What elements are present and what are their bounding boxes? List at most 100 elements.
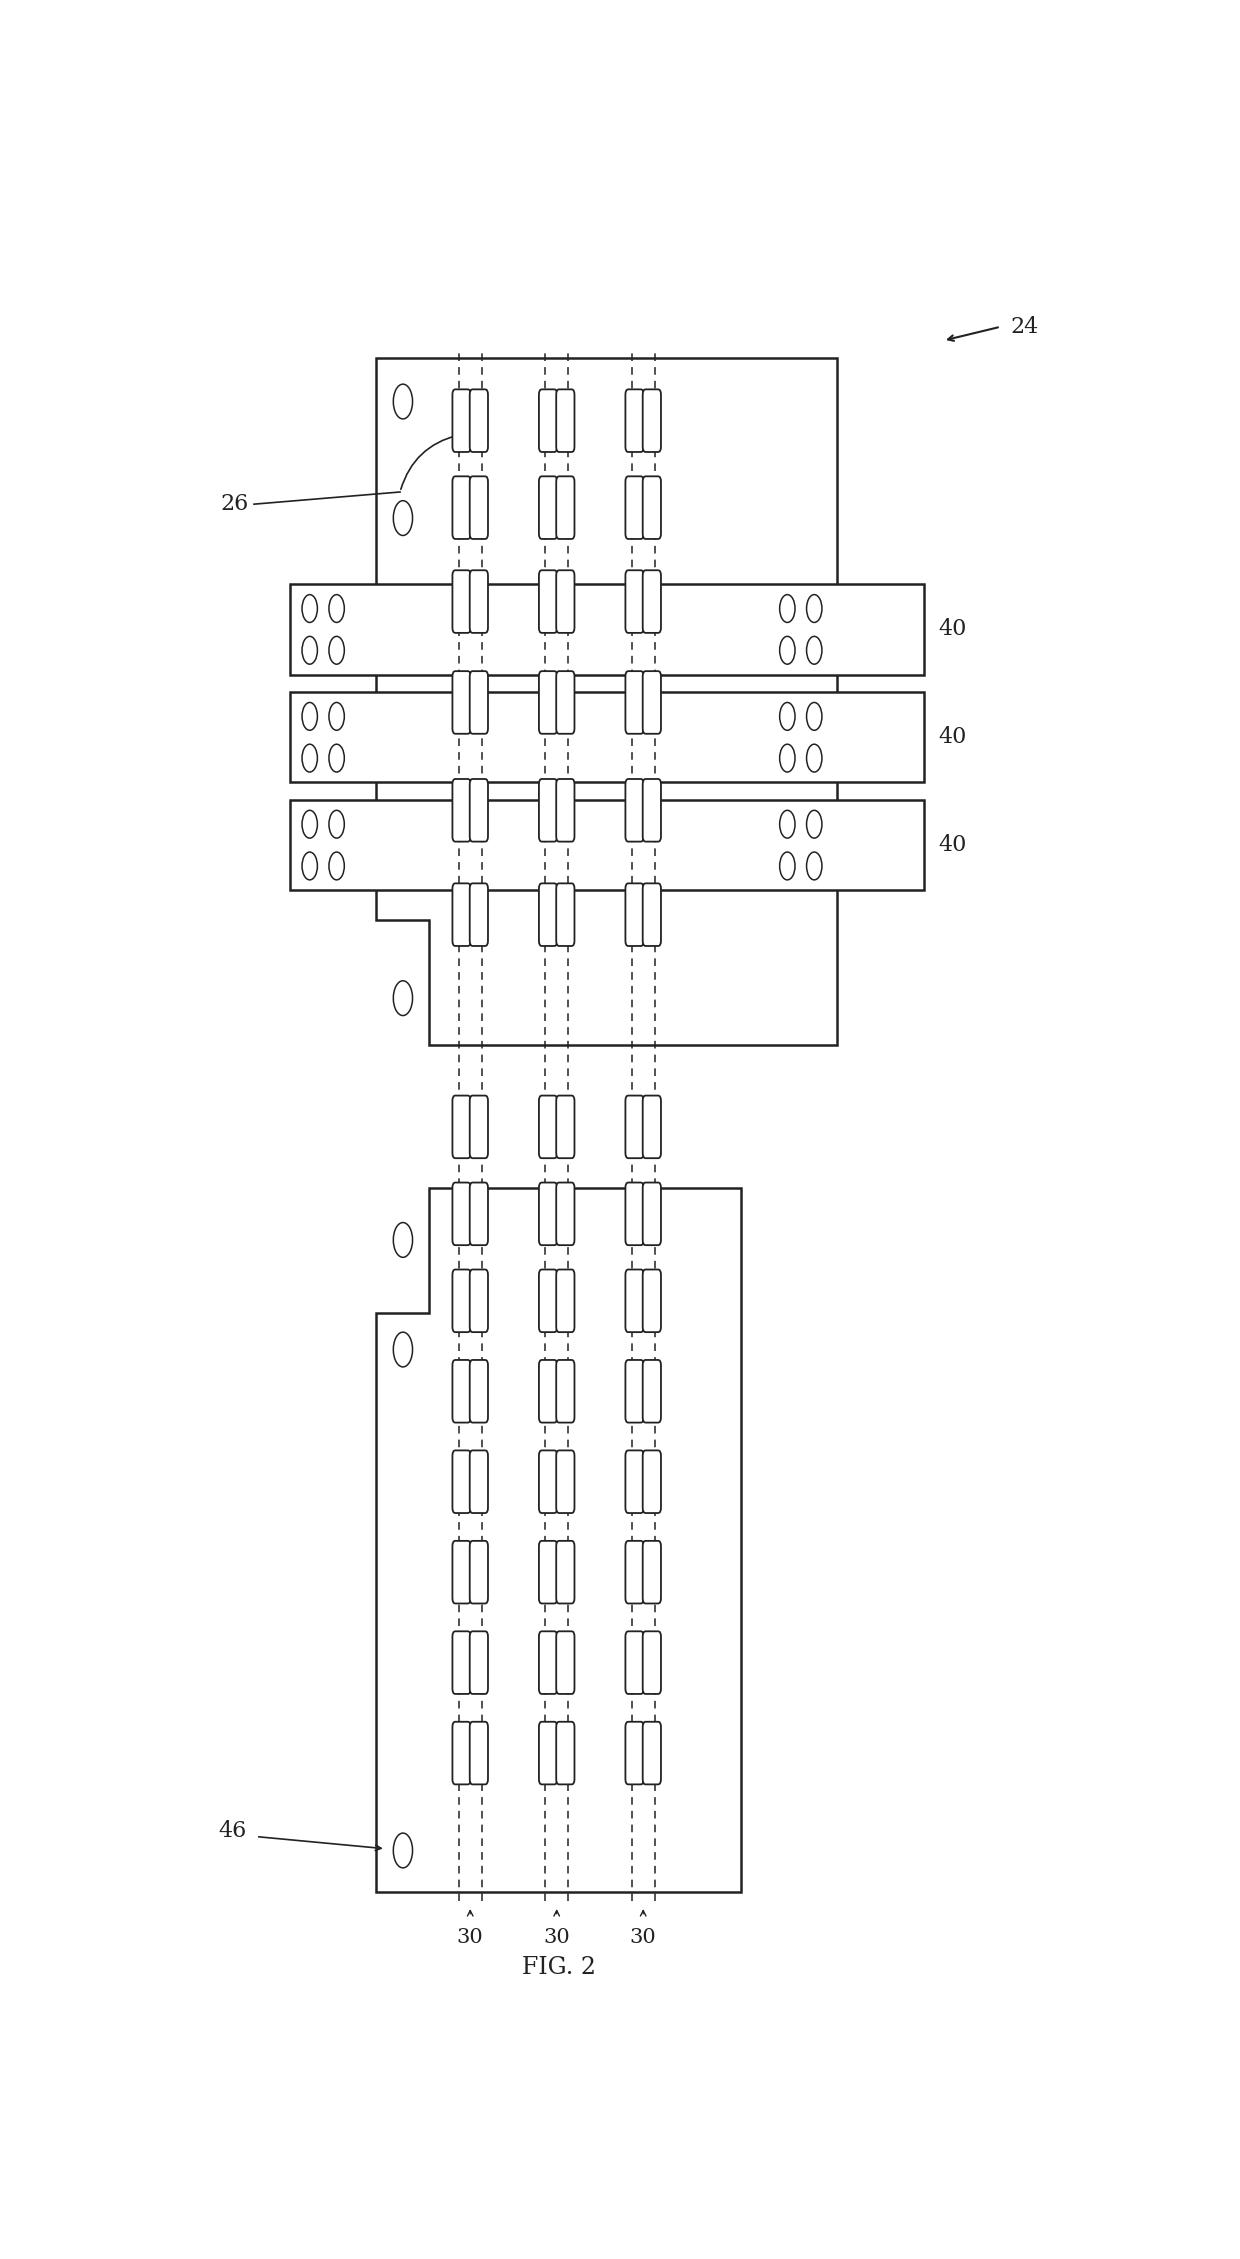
FancyBboxPatch shape — [642, 883, 661, 947]
Text: 46: 46 — [218, 1821, 247, 1843]
FancyBboxPatch shape — [642, 1360, 661, 1423]
FancyBboxPatch shape — [557, 1360, 574, 1423]
Circle shape — [780, 703, 795, 730]
FancyBboxPatch shape — [557, 1181, 574, 1245]
FancyBboxPatch shape — [453, 779, 471, 843]
FancyBboxPatch shape — [539, 1541, 557, 1604]
FancyBboxPatch shape — [625, 569, 644, 633]
FancyBboxPatch shape — [625, 1360, 644, 1423]
Circle shape — [393, 501, 413, 535]
FancyBboxPatch shape — [625, 1541, 644, 1604]
Circle shape — [780, 852, 795, 881]
FancyBboxPatch shape — [625, 389, 644, 452]
FancyBboxPatch shape — [453, 1181, 471, 1245]
Circle shape — [393, 980, 413, 1017]
FancyBboxPatch shape — [539, 883, 557, 947]
Circle shape — [393, 1333, 413, 1367]
FancyBboxPatch shape — [642, 1096, 661, 1159]
FancyBboxPatch shape — [642, 1450, 661, 1514]
FancyBboxPatch shape — [557, 1541, 574, 1604]
Circle shape — [329, 811, 345, 838]
Text: 40: 40 — [939, 619, 967, 639]
Circle shape — [303, 594, 317, 623]
Bar — [290, 691, 924, 782]
FancyBboxPatch shape — [642, 1631, 661, 1694]
FancyBboxPatch shape — [453, 1721, 471, 1785]
FancyBboxPatch shape — [557, 1270, 574, 1333]
FancyBboxPatch shape — [539, 671, 557, 734]
FancyBboxPatch shape — [470, 1721, 489, 1785]
FancyBboxPatch shape — [470, 671, 489, 734]
Circle shape — [303, 852, 317, 881]
Circle shape — [806, 594, 822, 623]
FancyBboxPatch shape — [539, 1450, 557, 1514]
FancyBboxPatch shape — [625, 883, 644, 947]
FancyBboxPatch shape — [453, 477, 471, 540]
Circle shape — [393, 384, 413, 418]
Circle shape — [806, 703, 822, 730]
FancyBboxPatch shape — [625, 1631, 644, 1694]
FancyBboxPatch shape — [470, 477, 489, 540]
FancyBboxPatch shape — [453, 1541, 471, 1604]
FancyBboxPatch shape — [557, 477, 574, 540]
FancyBboxPatch shape — [642, 389, 661, 452]
FancyBboxPatch shape — [642, 1541, 661, 1604]
Circle shape — [303, 637, 317, 664]
Text: FIG. 2: FIG. 2 — [522, 1956, 595, 1979]
Circle shape — [806, 743, 822, 773]
Circle shape — [303, 703, 317, 730]
FancyBboxPatch shape — [453, 1450, 471, 1514]
FancyBboxPatch shape — [642, 477, 661, 540]
Text: 30: 30 — [456, 1927, 484, 1947]
FancyBboxPatch shape — [470, 779, 489, 843]
Circle shape — [806, 852, 822, 881]
FancyBboxPatch shape — [625, 1450, 644, 1514]
FancyBboxPatch shape — [557, 671, 574, 734]
FancyBboxPatch shape — [470, 1270, 489, 1333]
FancyBboxPatch shape — [642, 779, 661, 843]
Circle shape — [780, 594, 795, 623]
FancyBboxPatch shape — [642, 1721, 661, 1785]
Text: 40: 40 — [939, 725, 967, 748]
FancyBboxPatch shape — [470, 1181, 489, 1245]
Circle shape — [393, 1832, 413, 1868]
FancyBboxPatch shape — [470, 1541, 489, 1604]
FancyBboxPatch shape — [453, 1631, 471, 1694]
Circle shape — [393, 1222, 413, 1258]
FancyBboxPatch shape — [557, 1096, 574, 1159]
FancyBboxPatch shape — [557, 569, 574, 633]
FancyBboxPatch shape — [539, 1631, 557, 1694]
FancyBboxPatch shape — [642, 569, 661, 633]
FancyBboxPatch shape — [470, 1450, 489, 1514]
FancyBboxPatch shape — [470, 569, 489, 633]
FancyBboxPatch shape — [470, 1360, 489, 1423]
Circle shape — [780, 743, 795, 773]
Text: 26: 26 — [221, 492, 249, 515]
Text: 30: 30 — [543, 1927, 570, 1947]
FancyBboxPatch shape — [470, 883, 489, 947]
Circle shape — [303, 743, 317, 773]
FancyBboxPatch shape — [470, 389, 489, 452]
FancyBboxPatch shape — [453, 883, 471, 947]
Polygon shape — [376, 1188, 742, 1893]
Circle shape — [329, 743, 345, 773]
Circle shape — [303, 811, 317, 838]
Circle shape — [806, 811, 822, 838]
FancyBboxPatch shape — [539, 1270, 557, 1333]
FancyBboxPatch shape — [470, 1096, 489, 1159]
FancyBboxPatch shape — [625, 671, 644, 734]
FancyBboxPatch shape — [453, 1360, 471, 1423]
FancyBboxPatch shape — [539, 389, 557, 452]
FancyBboxPatch shape — [453, 389, 471, 452]
Circle shape — [780, 811, 795, 838]
FancyBboxPatch shape — [453, 1270, 471, 1333]
FancyBboxPatch shape — [642, 671, 661, 734]
FancyBboxPatch shape — [557, 883, 574, 947]
FancyBboxPatch shape — [470, 1631, 489, 1694]
Circle shape — [329, 637, 345, 664]
Text: 30: 30 — [630, 1927, 656, 1947]
FancyBboxPatch shape — [539, 1721, 557, 1785]
FancyBboxPatch shape — [557, 1631, 574, 1694]
FancyBboxPatch shape — [453, 671, 471, 734]
Bar — [290, 800, 924, 890]
